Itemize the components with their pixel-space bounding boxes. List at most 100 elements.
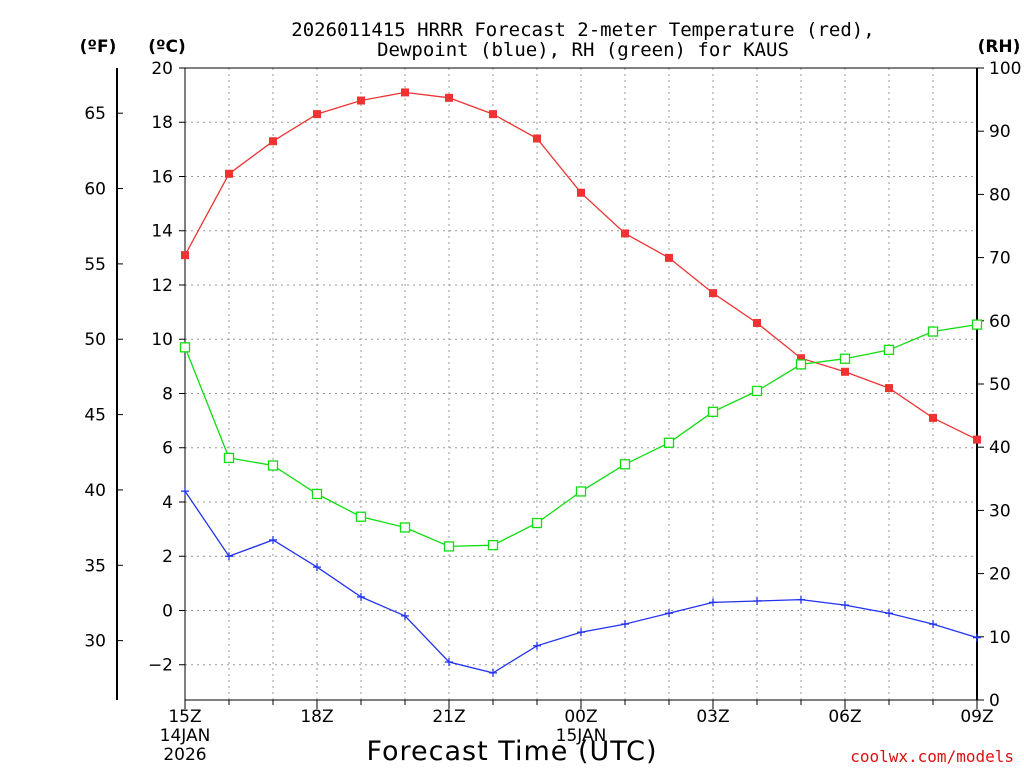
dewpoint-point (225, 552, 233, 561)
rh-point (575, 486, 587, 497)
dewpoint-point (753, 596, 761, 605)
rh-point (883, 344, 895, 356)
celsius-tick-label: 10 (151, 330, 173, 350)
rh-tick-label: 40 (989, 438, 1011, 458)
celsius-tick-label: 8 (162, 384, 173, 404)
dewpoint-point (885, 609, 893, 618)
date-label: 14JAN (160, 726, 211, 746)
dewpoint-series (181, 487, 981, 677)
temperature-point (753, 318, 761, 327)
rh-point (355, 511, 367, 522)
x-tick-label: 03Z (696, 707, 729, 727)
dewpoint-point (269, 535, 277, 544)
rh-point (179, 342, 191, 353)
dewpoint-point (621, 620, 629, 629)
axes (116, 67, 984, 709)
rh-tick-label: 100 (989, 59, 1021, 79)
rh-series (179, 319, 983, 552)
rh-point (531, 517, 543, 529)
rh-tick-label: 70 (989, 249, 1011, 269)
temperature-point (929, 413, 937, 422)
temperature-point (665, 253, 673, 262)
fahrenheit-tick-label: 50 (84, 330, 106, 350)
dewpoint-point (709, 598, 717, 607)
series-group (179, 88, 983, 677)
rh-tick-label: 30 (989, 501, 1011, 521)
x-tick-label: 09Z (960, 707, 993, 727)
temperature-point (445, 93, 453, 102)
rh-tick-label: 90 (989, 122, 1011, 142)
dewpoint-point (577, 628, 585, 637)
rh-tick-label: 10 (989, 628, 1011, 648)
temperature-point (401, 88, 409, 97)
celsius-tick-label: 12 (151, 276, 173, 296)
temperature-point (313, 110, 321, 119)
x-tick-label: 21Z (432, 707, 465, 727)
celsius-tick-label: −2 (148, 656, 173, 676)
tick-labels: 20181614121086420−2656055504540353010090… (84, 59, 1021, 765)
dewpoint-point (357, 592, 365, 601)
dewpoint-point (401, 611, 409, 620)
fahrenheit-tick-label: 55 (84, 255, 106, 275)
x-tick-label: 06Z (828, 707, 861, 727)
dewpoint-point (533, 641, 541, 650)
rh-tick-label: 50 (989, 375, 1011, 395)
rh-point (267, 460, 279, 471)
fahrenheit-tick-label: 45 (84, 406, 106, 426)
celsius-tick-label: 18 (151, 113, 173, 133)
rh-point (311, 488, 323, 500)
fahrenheit-tick-label: 65 (84, 104, 106, 124)
temperature-point (533, 134, 541, 143)
plot-frame (184, 67, 978, 701)
dewpoint-point (181, 487, 189, 496)
chart-subtitle: Dewpoint (blue), RH (green) for KAUS (377, 39, 789, 61)
date-label: 15JAN (556, 726, 607, 746)
rh-tick-label: 80 (989, 185, 1011, 205)
rh-point (399, 522, 411, 533)
x-tick-label: 00Z (564, 707, 597, 727)
dewpoint-point (313, 563, 321, 572)
temperature-series (181, 88, 981, 444)
chart-title: 2026011415 HRRR Forecast 2-meter Tempera… (291, 19, 874, 41)
rh-point (663, 437, 675, 448)
rh-point (443, 541, 455, 552)
dewpoint-point (665, 609, 673, 618)
rh-point (839, 353, 851, 364)
temperature-point (621, 229, 629, 238)
dewpoint-point (841, 601, 849, 610)
temperature-point (357, 96, 365, 105)
x-tick-label: 15Z (168, 707, 201, 727)
rh-tick-label: 20 (989, 565, 1011, 585)
temperature-point (973, 435, 981, 444)
fahrenheit-unit-label: (ºF) (80, 37, 117, 57)
year-label: 2026 (163, 745, 206, 765)
dewpoint-point (445, 658, 453, 667)
celsius-tick-label: 2 (162, 547, 173, 567)
temperature-point (225, 169, 233, 178)
celsius-tick-label: 20 (151, 59, 173, 79)
temperature-point (841, 367, 849, 376)
rh-point (751, 385, 763, 397)
rh-tick-label: 0 (989, 691, 1000, 711)
rh-point (707, 406, 719, 417)
fahrenheit-tick-label: 35 (84, 556, 106, 576)
rh-point (971, 319, 983, 330)
dewpoint-point (797, 595, 805, 604)
dewpoint-point (489, 668, 497, 677)
rh-point (487, 540, 499, 551)
credit-text[interactable]: coolwx.com/models (850, 747, 1014, 766)
fahrenheit-tick-label: 40 (84, 481, 106, 501)
x-tick-label: 18Z (300, 707, 333, 727)
rh-point (223, 452, 235, 464)
x-axis-label: Forecast Time (UTC) (366, 736, 657, 767)
temperature-point (577, 188, 585, 197)
rh-point (927, 326, 939, 337)
celsius-tick-label: 14 (151, 222, 173, 242)
temperature-point (489, 110, 497, 119)
rh-point (795, 359, 807, 370)
dewpoint-point (929, 620, 937, 629)
temperature-point (797, 354, 805, 363)
celsius-tick-label: 16 (151, 167, 173, 187)
fahrenheit-tick-label: 30 (84, 632, 106, 652)
